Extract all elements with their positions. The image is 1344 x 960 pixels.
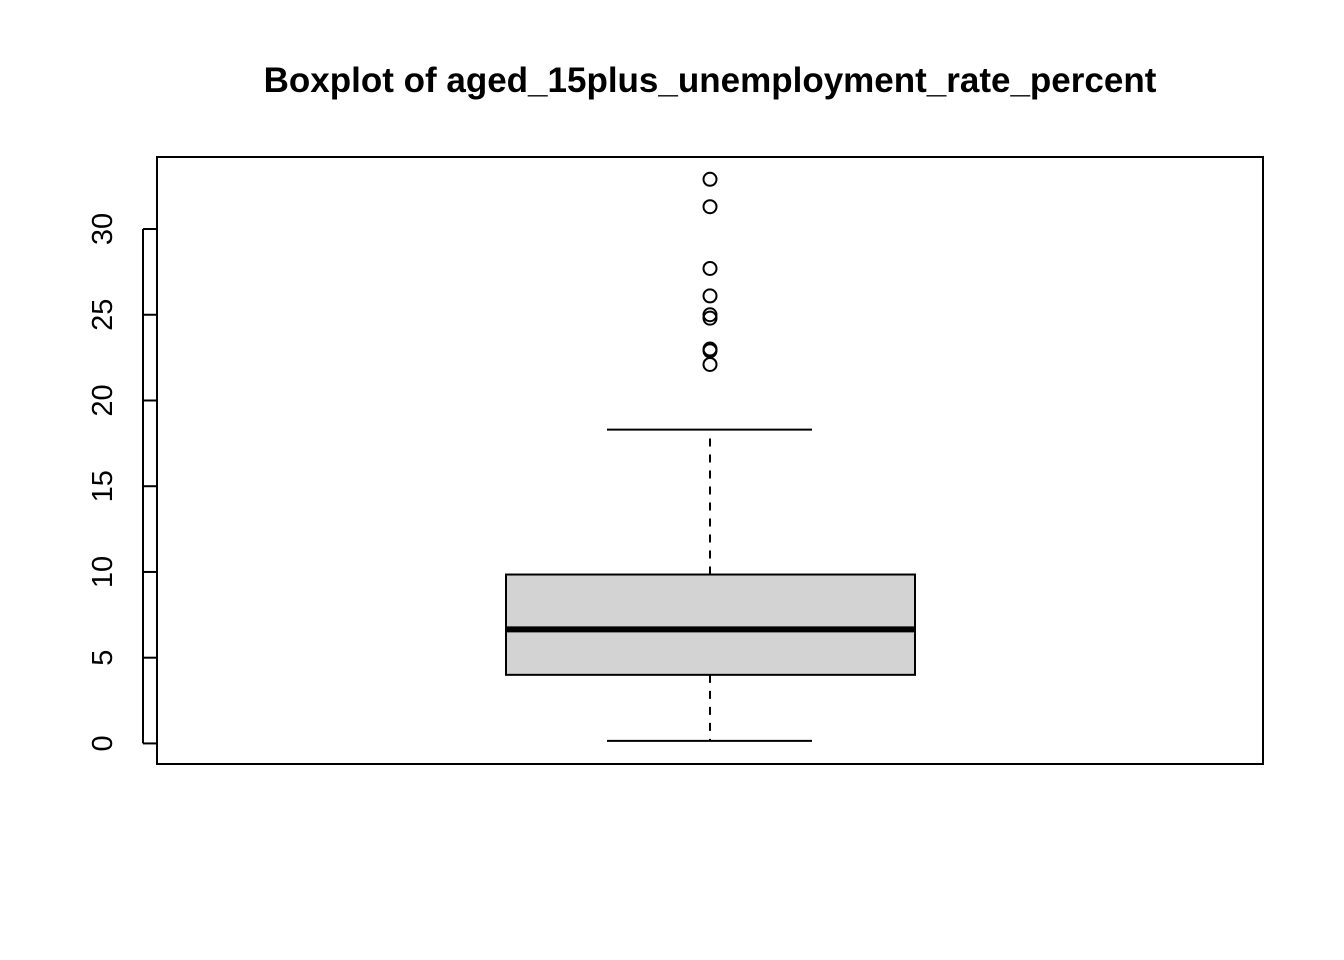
box-plot [505, 428, 916, 742]
outlier-point [702, 260, 718, 276]
iqr-box [505, 573, 916, 676]
y-tick-label: 20 [87, 384, 119, 416]
outlier-point [702, 356, 718, 372]
y-tick-label: 30 [87, 213, 119, 245]
outlier-point [702, 171, 718, 187]
chart-title: Boxplot of aged_15plus_unemployment_rate… [264, 61, 1157, 100]
y-tick-label: 0 [87, 735, 119, 751]
plot-frame [156, 156, 1264, 765]
outlier-point [702, 341, 718, 357]
y-tick-label: 10 [87, 556, 119, 588]
outlier-points [702, 171, 718, 372]
y-axis: 0 5 10 15 20 25 30 [87, 213, 157, 751]
outlier-point [702, 199, 718, 215]
y-tick-label: 25 [87, 299, 119, 331]
outlier-point [702, 307, 718, 323]
y-tick-label: 5 [87, 650, 119, 666]
y-tick-label: 15 [87, 470, 119, 502]
outlier-point [702, 288, 718, 304]
